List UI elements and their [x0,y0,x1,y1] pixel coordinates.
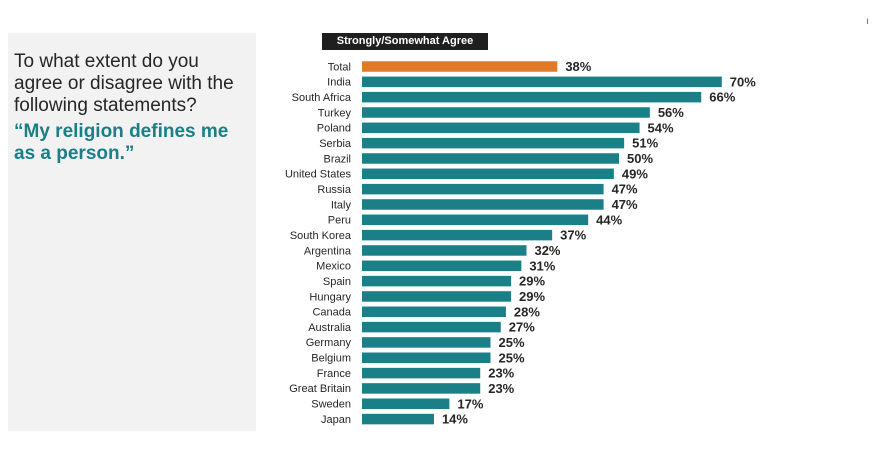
value-label-turkey: 56% [658,105,684,120]
category-label-turkey: Turkey [318,107,352,119]
bar-hungary [362,291,512,302]
value-label-india: 70% [730,74,756,89]
bar-france [362,367,481,379]
category-label-sweden: Sweden [311,399,351,411]
category-label-japan: Japan [321,414,351,426]
corner-mark: ı [866,16,869,27]
category-label-italy: Italy [331,199,352,211]
chart-title-badge: Strongly/Somewhat Agree [322,33,488,50]
bar-united-states [362,168,614,180]
category-label-argentina: Argentina [304,245,352,257]
bar-russia [362,183,604,195]
bar-south-africa [362,91,702,103]
bar-total [362,61,558,72]
bar-serbia [362,137,625,149]
value-label-great-britain: 23% [488,381,514,396]
category-label-france: France [317,368,351,380]
bar-australia [362,321,501,333]
category-label-australia: Australia [308,322,352,334]
value-label-argentina: 32% [534,243,560,258]
bar-germany [362,337,491,348]
value-label-spain: 29% [519,274,545,289]
category-label-spain: Spain [323,276,351,288]
category-label-south-korea: South Korea [290,230,352,242]
value-label-hungary: 29% [519,289,545,304]
category-label-great-britain: Great Britain [289,383,351,395]
value-label-germany: 25% [499,335,525,350]
category-label-brazil: Brazil [323,153,351,165]
category-label-united-states: United States [285,169,352,181]
bar-brazil [362,153,619,164]
statement-text: “My religion defines me as a person.” [14,121,229,164]
bar-turkey [362,107,650,118]
bar-great-britain [362,383,481,394]
bar-peru [362,214,589,226]
value-label-canada: 28% [514,304,540,319]
bar-india [362,76,722,88]
bar-canada [362,306,506,318]
value-label-france: 23% [488,366,514,381]
bar-poland [362,122,640,134]
category-label-india: India [327,77,352,89]
value-label-belgium: 25% [499,350,525,365]
bar-argentina [362,245,527,256]
value-label-japan: 14% [442,412,468,427]
bar-japan [362,413,434,425]
value-label-poland: 54% [648,120,674,135]
value-label-australia: 27% [509,320,535,335]
value-label-mexico: 31% [529,258,555,273]
category-label-mexico: Mexico [316,261,351,273]
bar-south-korea [362,229,553,241]
category-label-canada: Canada [312,307,351,319]
bar-mexico [362,260,522,272]
category-label-germany: Germany [306,337,352,349]
bar-spain [362,275,512,287]
category-label-poland: Poland [317,123,351,135]
category-label-south-africa: South Africa [292,92,352,104]
category-label-belgium: Belgium [311,353,351,365]
category-label-hungary: Hungary [309,291,351,303]
value-label-total: 38% [565,59,591,74]
value-label-brazil: 50% [627,151,653,166]
value-label-united-states: 49% [622,166,648,181]
category-label-total: Total [328,61,351,73]
value-label-italy: 47% [612,197,638,212]
value-label-peru: 44% [596,212,622,227]
question-panel: To what extent do you agree or disagree … [8,33,256,431]
value-label-russia: 47% [612,182,638,197]
value-label-sweden: 17% [457,396,483,411]
value-label-south-korea: 37% [560,228,586,243]
value-label-south-africa: 66% [709,90,735,105]
category-label-serbia: Serbia [319,138,352,150]
category-label-peru: Peru [328,215,351,227]
category-label-russia: Russia [317,184,352,196]
value-label-serbia: 51% [632,136,658,151]
bar-italy [362,199,604,210]
question-text: To what extent do you agree or disagree … [14,51,234,116]
bar-belgium [362,352,491,364]
bar-sweden [362,398,450,410]
